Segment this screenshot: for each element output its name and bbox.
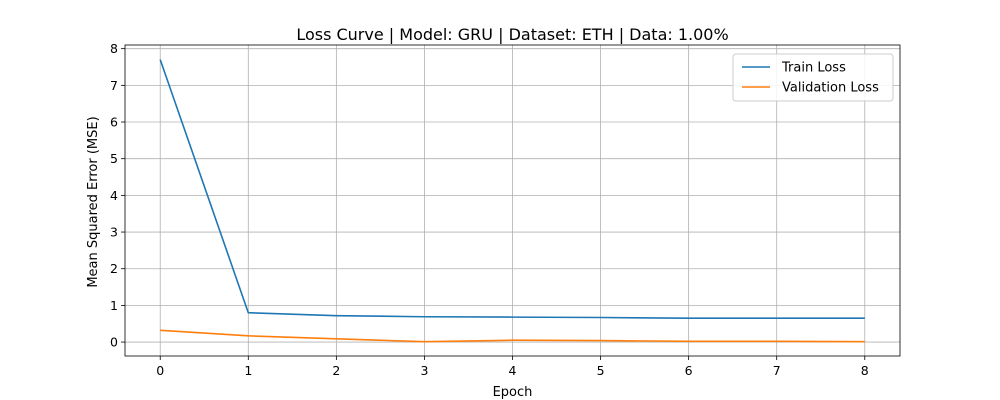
y-tick-label: 4	[110, 188, 118, 203]
y-tick-label: 5	[110, 151, 118, 166]
tick-layer: 0 1 2 3 4 5 6 7 8 0 1 2 3 4 5 6 7 8	[110, 41, 869, 378]
legend: Train Loss Validation Loss	[732, 53, 894, 102]
x-tick-label: 2	[332, 363, 340, 378]
x-tick-label: 0	[156, 363, 164, 378]
series-line-1	[160, 329, 865, 343]
y-tick-label: 3	[110, 225, 118, 240]
y-tick-label: 0	[110, 335, 118, 350]
y-tick-label: 1	[110, 298, 118, 313]
x-tick-label: 5	[597, 363, 605, 378]
y-tick-label: 2	[110, 261, 118, 276]
legend-label: Train Loss	[781, 61, 846, 76]
series-line-0	[159, 59, 865, 320]
y-tick-label: 7	[110, 78, 118, 93]
grid-layer	[125, 45, 900, 356]
legend-label: Validation Loss	[782, 81, 879, 96]
x-tick-label: 3	[420, 363, 428, 378]
legend-box	[732, 53, 894, 102]
x-axis-label: Epoch	[493, 385, 533, 400]
x-tick-label: 8	[861, 363, 869, 378]
y-tick-label: 6	[110, 115, 118, 130]
x-tick-label: 6	[685, 363, 693, 378]
x-tick-label: 1	[244, 363, 252, 378]
x-tick-label: 7	[773, 363, 781, 378]
x-tick-label: 4	[509, 363, 517, 378]
chart-title: Loss Curve | Model: GRU | Dataset: ETH |…	[296, 25, 728, 44]
y-axis-label: Mean Squared Error (MSE)	[86, 116, 101, 287]
y-tick-label: 8	[110, 41, 118, 56]
series-layer	[159, 59, 865, 343]
